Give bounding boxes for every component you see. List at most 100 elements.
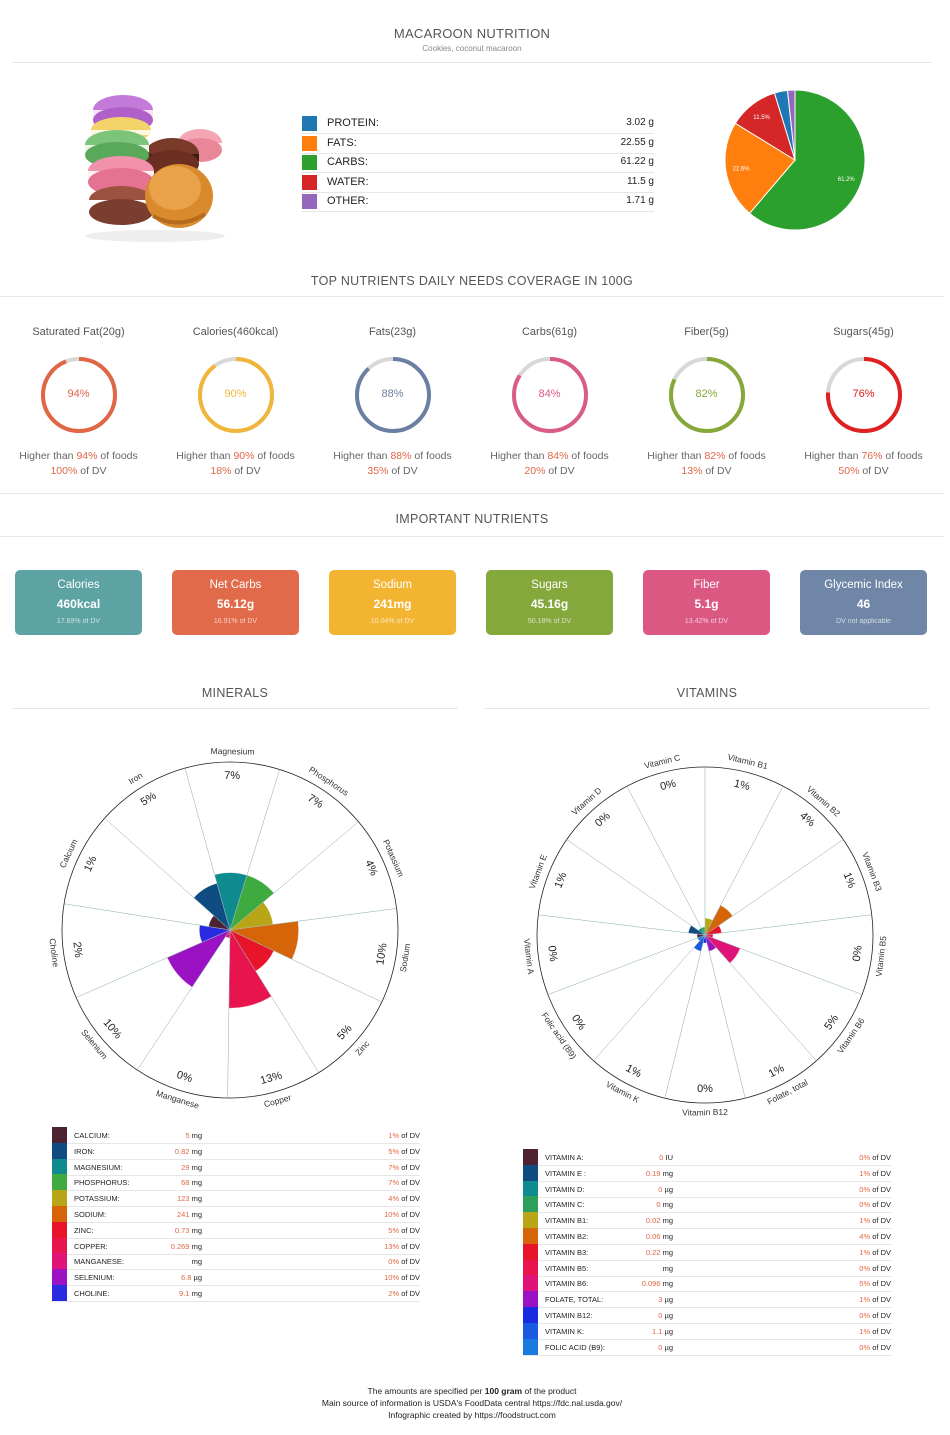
footer-text: of the product bbox=[524, 1386, 577, 1396]
coverage-dv-text: 100% of DV bbox=[0, 465, 157, 477]
nutrient-dv-value: 4% bbox=[388, 1194, 400, 1204]
nutrient-card: Glycemic Index 46 DV not applicable bbox=[800, 570, 927, 635]
nutrient-dv-value: 5% bbox=[388, 1225, 400, 1235]
nutrient-dv-label: of DV bbox=[401, 1131, 420, 1140]
nutrient-name: PHOSPHORUS: bbox=[74, 1178, 130, 1188]
nutrient-swatch bbox=[523, 1259, 538, 1276]
nutrient-amount-unit: mg bbox=[191, 1225, 202, 1235]
coverage-percent: 94% bbox=[67, 388, 90, 400]
polar-spoke bbox=[184, 768, 231, 931]
polar-value-label: 7% bbox=[224, 770, 240, 782]
nutrient-dv: 0% of DV bbox=[859, 1153, 891, 1162]
card-dv: 16.91% of DV bbox=[213, 618, 258, 625]
nutrient-row: FOLIC ACID (B9): 0 µg 0% of DV bbox=[523, 1338, 891, 1356]
nutrient-swatch bbox=[52, 1190, 67, 1207]
nutrient-name: FOLIC ACID (B9): bbox=[545, 1342, 606, 1352]
nutrient-dv: 7% of DV bbox=[388, 1163, 420, 1172]
nutrient-amount-unit: IU bbox=[665, 1153, 674, 1162]
macaroon-orange-icon bbox=[145, 164, 213, 228]
polar-value-label: 1% bbox=[767, 1062, 787, 1080]
nutrient-dv: 1% of DV bbox=[859, 1248, 891, 1257]
coverage-ring-arc bbox=[668, 357, 745, 433]
nutrient-row: VITAMIN B6: 0.096 mg 5% of DV bbox=[523, 1275, 891, 1293]
nutrient-name: CHOLINE: bbox=[74, 1289, 110, 1298]
coverage-higher-label: Higher than bbox=[19, 450, 74, 462]
coverage-dv-label: of DV bbox=[234, 465, 261, 477]
nutrient-name: SODIUM: bbox=[74, 1210, 107, 1219]
coverage-item: Carbs(61g) 84% Higher than 84% of foods 20%… bbox=[471, 326, 628, 477]
nutrient-dv-label: of DV bbox=[401, 1178, 420, 1188]
nutrient-dv-label: of DV bbox=[401, 1194, 420, 1204]
nutrient-card: Sodium 241mg 10.04% of DV bbox=[329, 570, 456, 635]
nutrient-card: Calories 460kcal 17.69% of DV bbox=[15, 570, 142, 635]
macaroon-chocolate-icon bbox=[89, 186, 153, 225]
macro-row: CARBS: 61.22 g bbox=[302, 153, 654, 173]
polar-spoke bbox=[136, 929, 231, 1071]
nutrient-dv: 4% of DV bbox=[859, 1232, 891, 1241]
coverage-ring-chart bbox=[40, 357, 117, 433]
nutrient-amount-value: 0.02 bbox=[645, 1216, 661, 1226]
macro-name: PROTEIN: bbox=[327, 117, 379, 129]
card-dv: DV not applicable bbox=[836, 618, 891, 625]
coverage-higher-text: Higher than 76% of foods bbox=[785, 450, 942, 462]
divider bbox=[12, 62, 932, 63]
nutrient-dv-value: 10% bbox=[384, 1210, 400, 1219]
nutrient-swatch bbox=[52, 1269, 67, 1286]
nutrient-amount-unit: µg bbox=[664, 1295, 674, 1305]
coverage-higher-label: Higher than bbox=[333, 450, 388, 462]
footer-line-1: The amounts are specified per 100 gram o… bbox=[0, 1386, 944, 1396]
card-value: 45.16g bbox=[530, 597, 569, 611]
nutrient-swatch bbox=[523, 1180, 538, 1197]
nutrient-amount-unit: µg bbox=[664, 1326, 674, 1336]
polar-value-label: 7% bbox=[305, 792, 325, 811]
coverage-dv-percent: 50% bbox=[838, 465, 860, 477]
macro-swatch bbox=[302, 174, 317, 190]
polar-value-label: 0% bbox=[697, 1083, 713, 1095]
nutrient-amount-value: 3 bbox=[658, 1295, 663, 1305]
nutrient-name: VITAMIN E : bbox=[545, 1168, 587, 1178]
nutrient-dv-value: 0% bbox=[388, 1257, 400, 1267]
polar-category-label: Magnesium bbox=[211, 746, 255, 757]
polar-value-label: 4% bbox=[362, 858, 379, 878]
polar-value-label: 0% bbox=[593, 810, 613, 830]
nutrient-swatch bbox=[523, 1164, 538, 1181]
polar-category-label: Vitamin B1 bbox=[727, 752, 769, 772]
card-dv: 50.18% of DV bbox=[527, 618, 572, 625]
coverage-foods-label: of foods bbox=[257, 450, 295, 462]
macaroon-brown-icon bbox=[145, 138, 199, 178]
polar-spoke bbox=[704, 786, 784, 936]
polar-spoke bbox=[229, 908, 397, 931]
nutrient-amount: 0 µg bbox=[613, 1185, 673, 1194]
nutrient-dv-label: of DV bbox=[872, 1326, 891, 1336]
nutrient-amount-value: 29 bbox=[181, 1162, 190, 1172]
nutrient-row: VITAMIN A: 0 IU 0% of DV bbox=[523, 1149, 891, 1166]
polar-category-label: Vitamin K bbox=[604, 1079, 641, 1105]
coverage-dv-text: 35% of DV bbox=[314, 465, 471, 477]
nutrient-dv: 1% of DV bbox=[859, 1169, 891, 1178]
nutrient-amount-unit: mg bbox=[191, 1146, 202, 1156]
nutrient-dv-label: of DV bbox=[872, 1184, 891, 1194]
nutrient-dv-label: of DV bbox=[401, 1162, 420, 1172]
nutrient-swatch bbox=[523, 1307, 538, 1323]
nutrient-dv-value: 10% bbox=[384, 1273, 400, 1283]
coverage-dv-label: of DV bbox=[548, 465, 575, 477]
nutrient-name: SELENIUM: bbox=[74, 1273, 115, 1283]
macro-swatch bbox=[302, 155, 317, 170]
nutrient-swatch bbox=[52, 1237, 67, 1254]
nutrient-swatch bbox=[523, 1228, 538, 1244]
coverage-higher-percent: 82% bbox=[704, 450, 726, 462]
nutrient-row: IRON: 0.82 mg 5% of DV bbox=[52, 1142, 420, 1160]
nutrient-row: VITAMIN C: 0 mg 0% of DV bbox=[523, 1196, 891, 1214]
nutrient-amount: mg bbox=[142, 1257, 202, 1266]
nutrient-swatch bbox=[523, 1291, 538, 1308]
nutrient-dv: 10% of DV bbox=[384, 1273, 420, 1282]
coverage-dv-percent: 13% bbox=[681, 465, 703, 477]
polar-value-label: 1% bbox=[82, 854, 100, 874]
nutrient-row: POTASSIUM: 123 mg 4% of DV bbox=[52, 1190, 420, 1208]
nutrient-dv-label: of DV bbox=[872, 1295, 891, 1305]
nutrient-swatch bbox=[52, 1253, 67, 1270]
coverage-ring-chart bbox=[668, 357, 745, 433]
nutrient-amount: 6.8 µg bbox=[142, 1273, 202, 1282]
nutrient-name: MAGNESIUM: bbox=[74, 1162, 123, 1172]
polar-category-label: Manganese bbox=[155, 1088, 201, 1111]
